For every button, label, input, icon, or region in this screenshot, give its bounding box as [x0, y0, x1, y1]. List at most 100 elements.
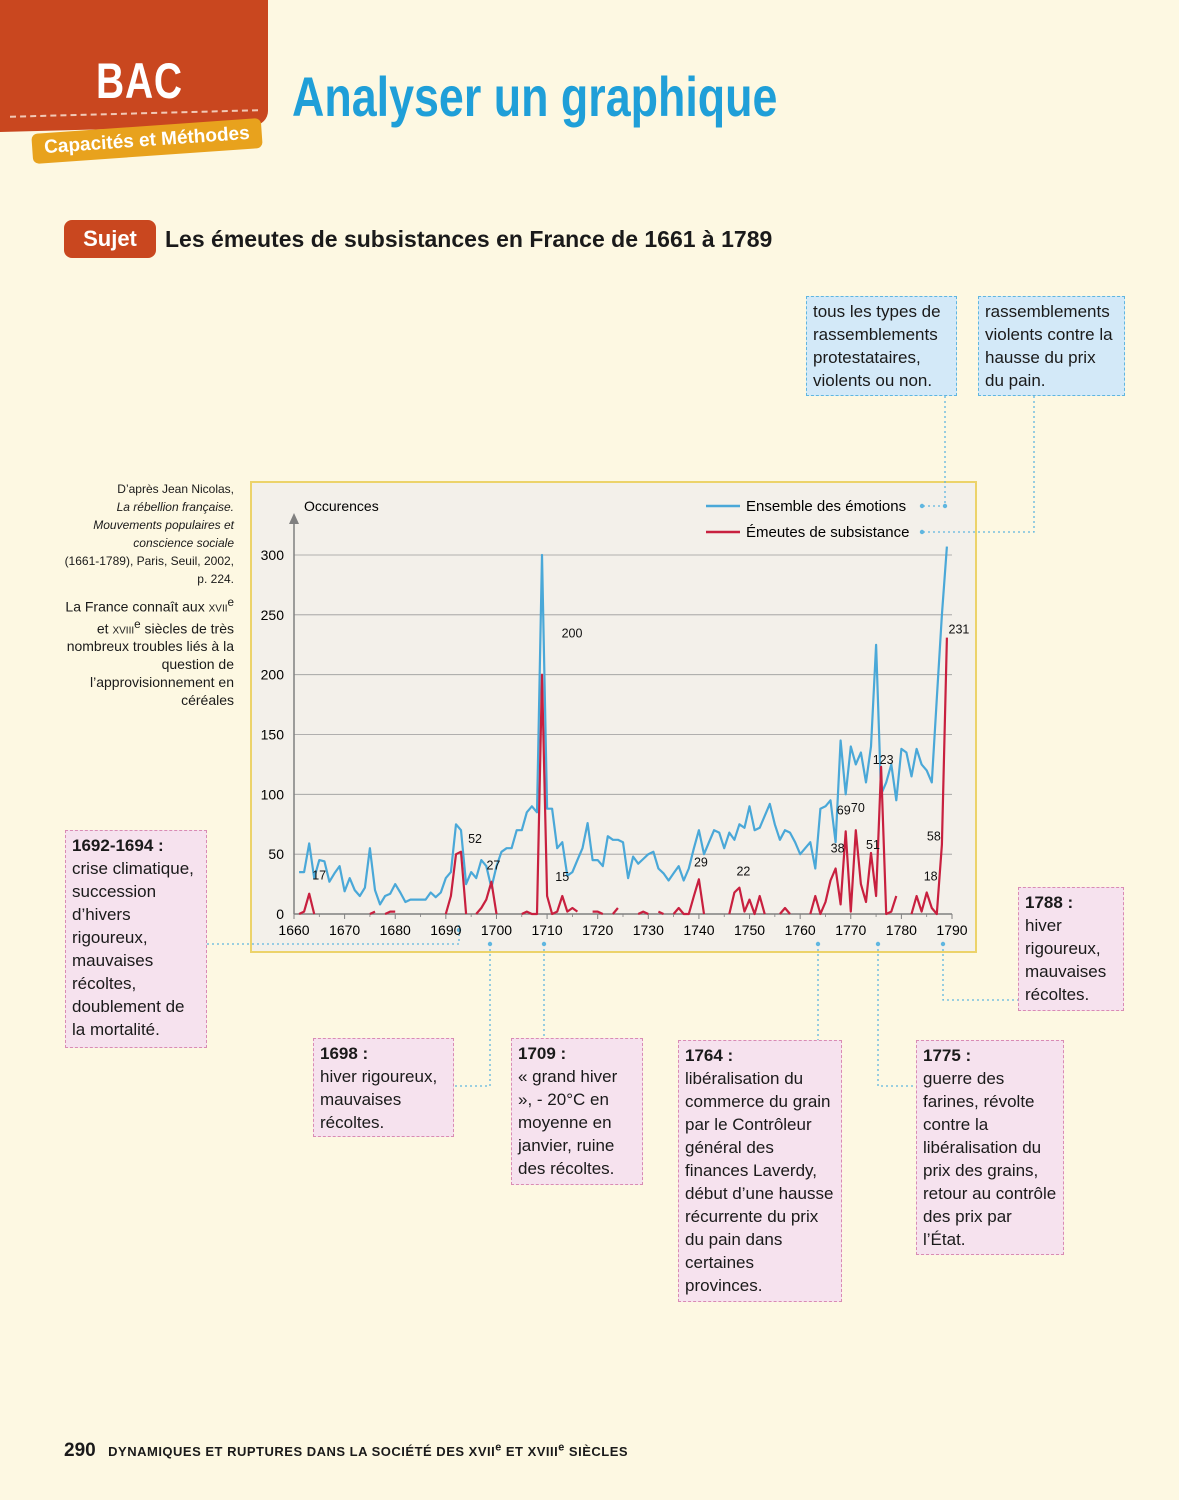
intro-part-2: siècles de très nombreux troubles liés à… [66, 620, 234, 709]
data-label-1767: 38 [831, 842, 845, 856]
connector-dot-6 [815, 941, 821, 947]
annotation-1764: 1764 : libéralisation du commerce du gra… [678, 1040, 842, 1302]
connector-1698 [454, 944, 491, 1087]
x-tick-label-1730: 1730 [633, 922, 664, 938]
series-subsistance-line-4 [475, 880, 498, 915]
y-tick-label-50: 50 [268, 846, 284, 862]
data-labels: 17 52 27 200 15 29 22 38 69 70 51 123 18 58 231 [312, 623, 969, 884]
x-tick-label-1700: 1700 [481, 922, 512, 938]
series-subsistance-line-7 [612, 907, 619, 915]
y-tick-label-0: 0 [276, 906, 284, 922]
data-label-1785: 18 [924, 869, 938, 883]
series-emotions-line-0 [299, 546, 948, 906]
page-number: 290 [64, 1440, 96, 1461]
annotation-1698: 1698 : hiver rigoureux, mauvaises récolt… [313, 1038, 454, 1137]
annotation-1692: 1692-1694 : crise climatique, succession… [65, 830, 207, 1048]
source-book-title: La rébellion française. Mouvements popul… [93, 500, 234, 550]
connector-emotions [922, 396, 946, 507]
intro-sup-1: e [227, 596, 234, 609]
x-tick-label-1720: 1720 [582, 922, 613, 938]
series-subsistance-line-3 [444, 850, 468, 915]
legend-label-subsistance: Émeutes de subsistance [746, 524, 909, 541]
x-tick-label-1760: 1760 [785, 922, 816, 938]
series-subsistance-line-14 [910, 637, 948, 916]
x-tick-label-1680: 1680 [380, 922, 411, 938]
chart-series [298, 546, 948, 916]
intro-century-18: xviii [112, 620, 135, 637]
x-tick-label-1670: 1670 [329, 922, 360, 938]
series-subsistance-line-0 [298, 892, 316, 915]
annotation-1709-year: 1709 : [518, 1044, 567, 1063]
intro-text: La France connaît aux xviie et xviiie si… [60, 594, 234, 709]
chart-frame [250, 481, 977, 953]
series-subsistance-line-10 [672, 878, 706, 916]
connector-dot-2 [919, 529, 925, 535]
series-subsistance-line-12 [779, 906, 791, 915]
axis-ticks: 0 50 100 150 200 250 300 1660 1670 1680 1690 1700 17… [261, 547, 968, 938]
annotation-1709-text: « grand hiver », - 20°C en moyenne en ja… [518, 1067, 618, 1178]
connector-dot-0 [942, 503, 948, 509]
series-subsistance-line-6 [592, 910, 604, 915]
note-subsistance-text: rassemblements violents contre la hausse… [985, 302, 1113, 390]
annotation-1764-text: libéralisation du commerce du grain par … [685, 1069, 834, 1295]
page-title: Analyser un graphique [292, 65, 778, 128]
footer-sup-2: e [558, 1441, 565, 1454]
connector-dot-7 [875, 941, 881, 947]
data-label-1789: 231 [949, 623, 970, 637]
note-emotions-text: tous les types de rassemblements protest… [813, 302, 941, 390]
annotation-1775: 1775 : guerre des farines, révolte contr… [916, 1040, 1064, 1255]
intro-and: et [96, 620, 109, 637]
x-tick-label-1780: 1780 [886, 922, 917, 938]
x-tick-label-1750: 1750 [734, 922, 765, 938]
series-subsistance-line-9 [657, 910, 664, 915]
x-tick-label-1790: 1790 [936, 922, 967, 938]
footer-title: DYNAMIQUES ET RUPTURES DANS LA SOCIÉTÉ D… [108, 1441, 629, 1459]
y-tick-label-150: 150 [261, 727, 285, 743]
annotation-1775-text: guerre des farines, révolte contre la li… [923, 1069, 1057, 1249]
annotation-1788-year: 1788 : [1025, 893, 1074, 912]
connector-dot-3 [456, 927, 462, 933]
series-subsistance-line-2 [384, 910, 396, 915]
intro-century-17: xvii [208, 598, 228, 615]
y-tick-label-300: 300 [261, 547, 285, 563]
series-subsistance-line-5 [521, 673, 579, 916]
chart-legend: Ensemble des émotions Émeutes de subsist… [706, 498, 909, 541]
footer-text-3: SIÈCLES [564, 1444, 629, 1459]
data-label-1769: 69 [837, 803, 851, 817]
page-footer: 290 DYNAMIQUES ET RUPTURES DANS LA SOCIÉ… [64, 1440, 628, 1462]
y-axis-label: Occurences [304, 498, 379, 514]
x-tick-label-1690: 1690 [430, 922, 461, 938]
data-label-1740: 29 [694, 855, 708, 869]
footer-sup-1: e [495, 1441, 502, 1454]
connector-dot-4 [487, 941, 493, 947]
data-label-1774: 51 [866, 838, 880, 852]
data-label-1713: 15 [555, 870, 569, 884]
data-label-1693: 52 [468, 832, 482, 846]
chart-grid [294, 554, 952, 855]
annotation-1692-year: 1692-1694 : [72, 836, 164, 855]
source-details: (1661-1789), Paris, Seuil, 2002, p. 224. [64, 554, 234, 586]
data-label-1699: 27 [486, 859, 500, 873]
connector-dot-8 [940, 941, 946, 947]
x-tick-label-1660: 1660 [278, 922, 309, 938]
series-subsistance-line-8 [637, 910, 649, 915]
data-label-1709: 200 [562, 627, 583, 641]
intro-sup-2: e [134, 617, 141, 631]
connector-dot-1 [919, 503, 925, 509]
note-subsistance: rassemblements violents contre la hausse… [978, 296, 1125, 396]
annotation-1764-year: 1764 : [685, 1046, 734, 1065]
y-tick-label-250: 250 [261, 607, 285, 623]
connector-1788 [942, 944, 1018, 1001]
series-subsistance-line-13 [809, 765, 898, 916]
legend-label-emotions: Ensemble des émotions [746, 498, 906, 515]
connector-subsistance [922, 396, 1035, 533]
series-subsistance-line-11 [728, 886, 766, 916]
data-label-1771: 70 [851, 801, 865, 815]
sujet-badge: Sujet [64, 220, 156, 258]
y-tick-label-100: 100 [261, 786, 285, 802]
annotation-1692-text: crise climatique, succession d’hivers ri… [72, 859, 194, 1039]
data-label-1748: 22 [736, 865, 750, 879]
data-label-1663: 17 [312, 869, 326, 883]
intro-part-1: La France connaît aux [65, 598, 205, 615]
